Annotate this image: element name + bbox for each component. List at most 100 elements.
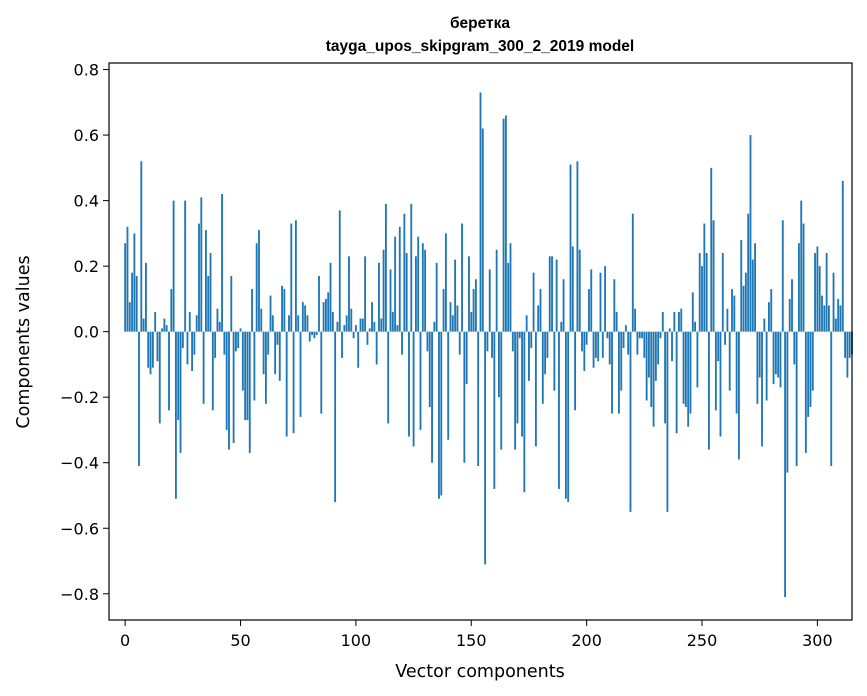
x-axis-label: Vector components (395, 662, 564, 682)
bar-263 (731, 289, 733, 332)
bar-261 (726, 308, 729, 332)
bar-256 (714, 331, 717, 411)
bar-272 (751, 259, 754, 332)
bar-228 (650, 331, 653, 408)
bar-186 (553, 331, 556, 391)
bar-84 (318, 275, 320, 332)
bar-110 (378, 262, 380, 332)
bar-19 (168, 331, 170, 411)
y-tick-label: 0.6 (74, 126, 99, 145)
bar-124 (410, 203, 413, 332)
x-tick-label: 300 (802, 631, 833, 650)
bar-246 (691, 292, 694, 332)
bar-63 (269, 295, 272, 332)
bar-139 (444, 233, 447, 332)
bar-152 (474, 279, 477, 332)
y-axis-ticks: −0.8 −0.6 −0.4 −0.2 0.0 0.2 0.4 0.6 0.8 (60, 61, 109, 604)
chart-subtitle: tayga_upos_skipgram_300_2_2019 model (326, 38, 634, 55)
bar-306 (830, 331, 833, 467)
bar-24 (179, 331, 182, 453)
bar-87 (324, 298, 327, 332)
bar-252 (705, 253, 708, 332)
bar-101 (357, 331, 360, 368)
x-tick-label: 150 (456, 631, 487, 650)
bar-83 (315, 331, 318, 335)
bar-144 (456, 305, 459, 332)
bar-278 (765, 331, 768, 401)
bar-270 (747, 213, 750, 332)
bar-94 (341, 331, 343, 358)
bar-235 (666, 331, 669, 512)
bar-69 (283, 289, 286, 332)
bar-79 (306, 315, 309, 332)
bar-203 (592, 331, 595, 368)
bar-73 (292, 331, 295, 434)
bar-1 (126, 226, 129, 332)
bar-145 (458, 331, 461, 355)
bar-259 (721, 253, 724, 332)
bar-194 (571, 246, 574, 332)
bar-115 (389, 269, 392, 332)
bar-287 (786, 331, 789, 473)
bar-302 (821, 295, 823, 332)
bar-48 (234, 331, 237, 352)
bar-56 (253, 331, 256, 401)
bar-265 (735, 331, 738, 414)
bar-75 (297, 315, 300, 332)
bar-155 (481, 128, 484, 332)
bar-204 (594, 331, 597, 358)
bar-121 (403, 213, 406, 332)
bar-193 (569, 164, 572, 332)
bar-217 (624, 325, 627, 332)
bar-291 (795, 331, 798, 467)
bar-128 (419, 331, 422, 430)
bar-2 (128, 302, 131, 332)
bar-190 (562, 279, 565, 332)
bar-237 (671, 331, 673, 362)
bar-46 (230, 275, 233, 332)
bar-50 (239, 328, 242, 332)
bar-42 (221, 194, 223, 332)
x-tick-label: 0 (120, 631, 130, 650)
bar-68 (281, 285, 283, 332)
bar-90 (331, 312, 334, 332)
bar-21 (172, 200, 175, 332)
bar-196 (576, 161, 579, 332)
bar-96 (345, 315, 348, 332)
bar-11 (149, 331, 152, 375)
bar-279 (768, 302, 770, 332)
bar-103 (361, 318, 364, 332)
bar-162 (498, 331, 500, 398)
bar-123 (408, 331, 410, 437)
bar-64 (271, 315, 274, 332)
bar-61 (264, 331, 267, 404)
bar-221 (634, 308, 637, 332)
bar-227 (648, 331, 650, 378)
bar-251 (703, 223, 706, 332)
bars-group (124, 92, 853, 598)
bar-116 (391, 312, 394, 332)
chart-title: беретка (450, 15, 510, 32)
bar-109 (375, 331, 378, 365)
bar-44 (225, 331, 228, 430)
bar-76 (299, 331, 302, 417)
bar-172 (521, 331, 523, 437)
bar-175 (528, 331, 530, 381)
bar-158 (488, 269, 491, 332)
bar-108 (373, 321, 376, 332)
bar-18 (165, 325, 168, 332)
bar-161 (495, 249, 498, 332)
bar-51 (241, 331, 244, 391)
bar-253 (708, 331, 710, 450)
bar-289 (791, 279, 793, 332)
y-tick-label: 0.2 (74, 257, 99, 276)
bar-222 (636, 331, 639, 355)
bar-285 (781, 220, 784, 332)
bar-127 (417, 236, 420, 332)
bar-105 (366, 331, 369, 345)
bar-160 (493, 331, 496, 489)
bar-20 (170, 289, 173, 332)
bar-159 (491, 331, 493, 358)
